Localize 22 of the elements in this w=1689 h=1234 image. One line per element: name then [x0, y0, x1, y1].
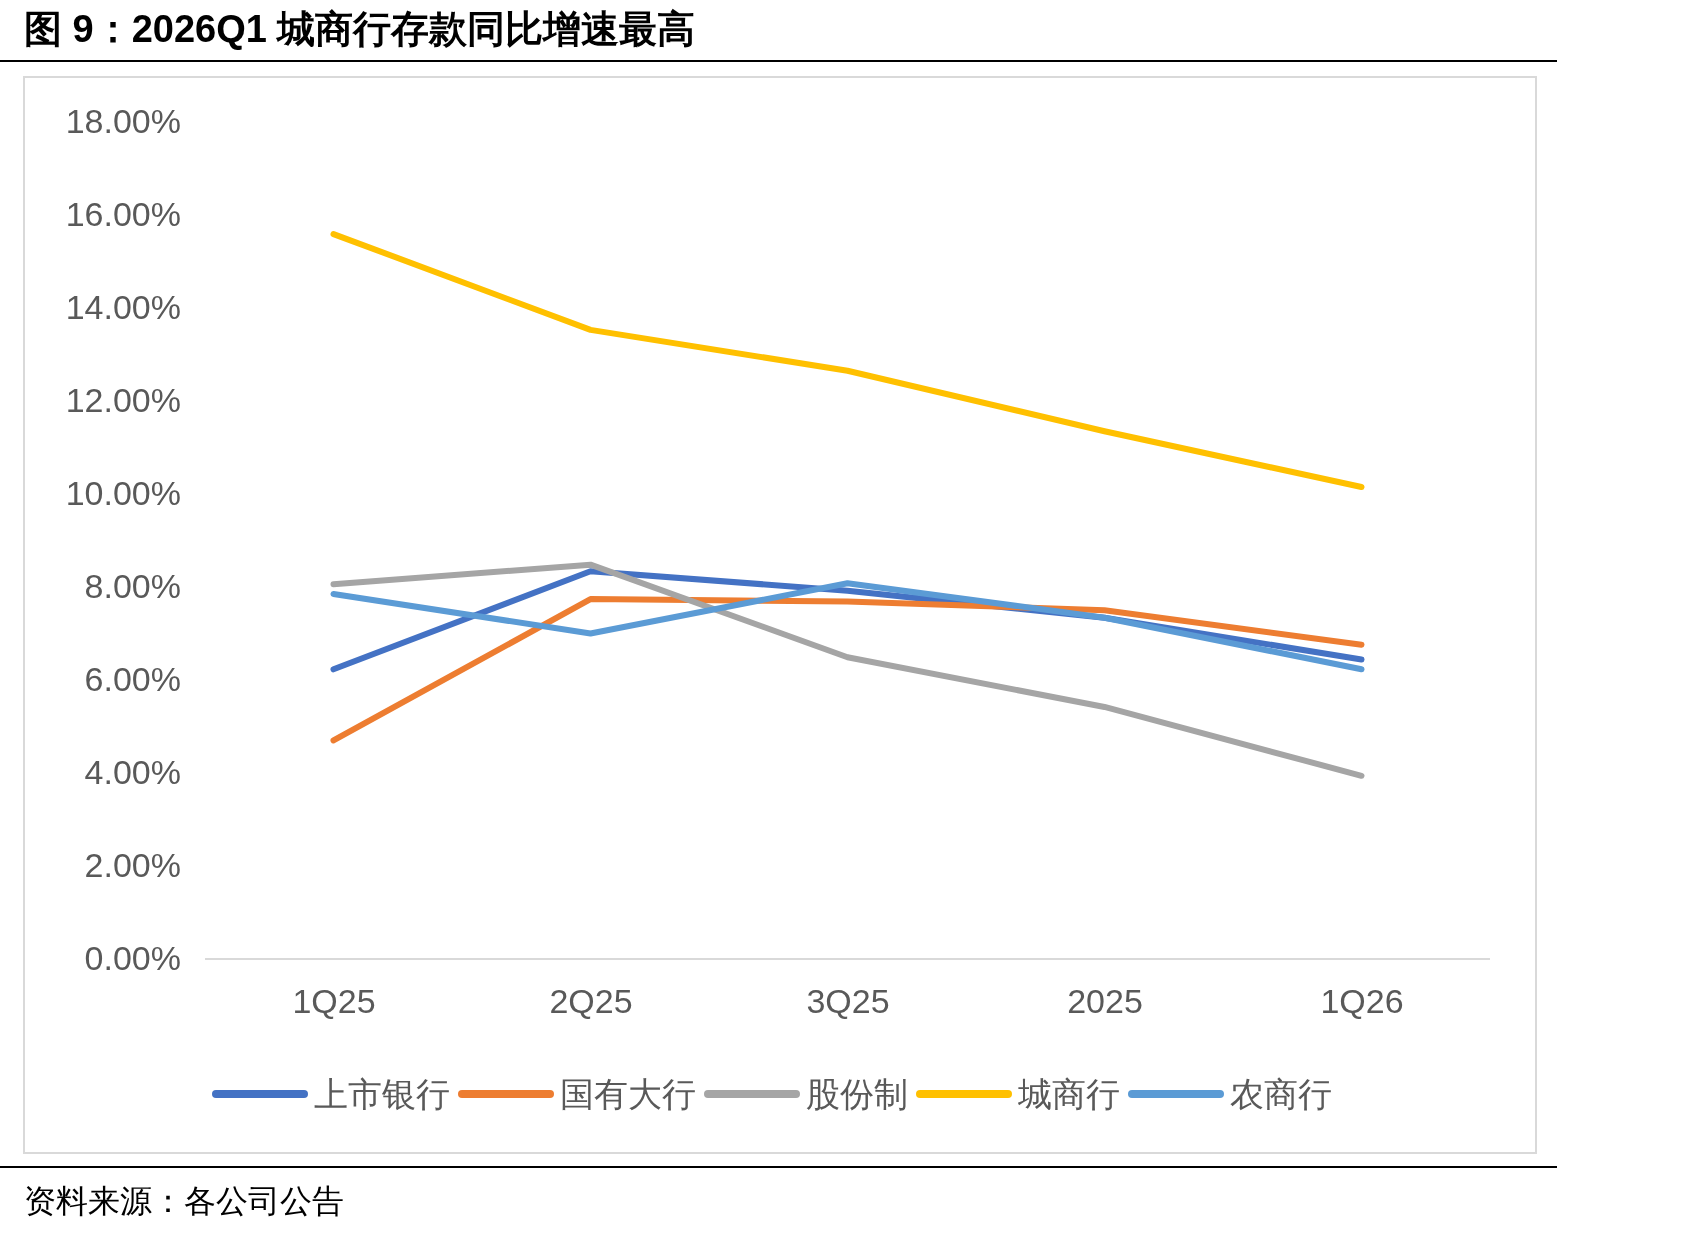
x-tick-label: 1Q26 — [1320, 982, 1404, 1021]
y-tick-label: 16.00% — [65, 195, 181, 234]
y-tick-label: 14.00% — [65, 288, 181, 327]
legend-label: 国有大行 — [560, 1075, 696, 1113]
y-tick-label: 0.00% — [84, 939, 181, 978]
x-tick-label: 2025 — [1067, 982, 1143, 1021]
legend-label: 农商行 — [1230, 1075, 1332, 1113]
x-tick-label: 3Q25 — [806, 982, 890, 1021]
y-tick-label: 12.00% — [65, 381, 181, 420]
y-tick-label: 6.00% — [84, 660, 181, 699]
y-tick-label: 2.00% — [84, 846, 181, 885]
y-tick-label: 4.00% — [84, 753, 181, 792]
y-tick-label: 10.00% — [65, 474, 181, 513]
x-tick-label: 2Q25 — [549, 982, 633, 1021]
text: 资料来源：各公司公告 — [24, 1183, 344, 1219]
chart-title: 图 9：2026Q1 城商行存款同比增速最高 — [24, 8, 696, 50]
legend-label: 股份制 — [806, 1075, 908, 1113]
x-tick-label: 1Q25 — [292, 982, 376, 1021]
y-tick-label: 8.00% — [84, 567, 181, 606]
legend-label: 城商行 — [1017, 1075, 1120, 1113]
legend-label: 上市银行 — [314, 1075, 450, 1113]
y-tick-label: 18.00% — [65, 102, 181, 141]
